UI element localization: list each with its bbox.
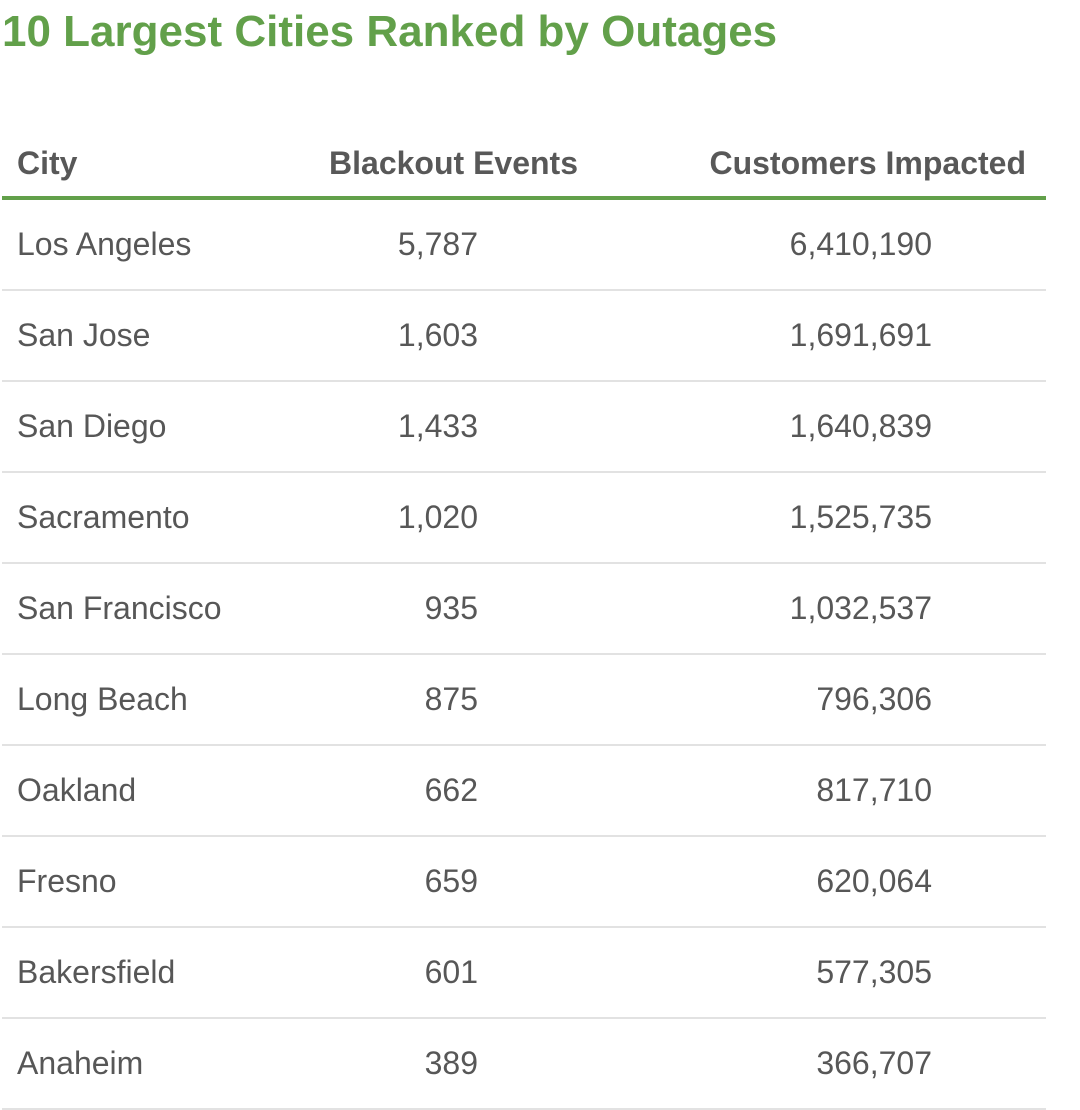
blackout-events-cell: 662 (424, 772, 478, 808)
blackout-events-cell: 1,020 (397, 499, 478, 535)
blackout-events-cell: 935 (424, 590, 478, 626)
table-row: San Jose 1,603 1,691,691 (2, 291, 1046, 382)
blackout-events-cell: 389 (424, 1045, 478, 1081)
customers-impacted-cell: 1,640,839 (789, 408, 932, 444)
blackout-events-cell: 1,433 (397, 408, 478, 444)
blackout-events-cell: 601 (424, 954, 478, 990)
table-row: San Francisco 935 1,032,537 (2, 564, 1046, 655)
city-cell: Sacramento (17, 499, 190, 535)
table-header-row: City Blackout Events Customers Impacted (2, 120, 1046, 200)
table-row: Sacramento 1,020 1,525,735 (2, 473, 1046, 564)
blackout-events-cell: 5,787 (397, 226, 478, 262)
city-cell: San Diego (17, 408, 167, 444)
table-row: Fresno 659 620,064 (2, 837, 1046, 928)
customers-impacted-cell: 577,305 (816, 954, 932, 990)
blackout-events-cell: 875 (424, 681, 478, 717)
customers-impacted-cell: 1,525,735 (789, 499, 932, 535)
city-cell: Fresno (17, 863, 117, 899)
city-cell: Anaheim (17, 1045, 144, 1081)
customers-impacted-cell: 6,410,190 (789, 226, 932, 262)
table-row: Oakland 662 817,710 (2, 746, 1046, 837)
customers-impacted-cell: 366,707 (816, 1045, 932, 1081)
customers-impacted-cell: 1,032,537 (789, 590, 932, 626)
column-header-customers-impacted: Customers Impacted (709, 145, 1026, 181)
blackout-events-cell: 1,603 (397, 317, 478, 353)
column-header-city: City (17, 145, 78, 181)
column-header-blackout-events: Blackout Events (329, 145, 578, 181)
city-cell: Bakersfield (17, 954, 176, 990)
table-row: San Diego 1,433 1,640,839 (2, 382, 1046, 473)
city-cell: San Jose (17, 317, 151, 353)
blackout-events-cell: 659 (424, 863, 478, 899)
customers-impacted-cell: 796,306 (816, 681, 932, 717)
city-cell: Los Angeles (17, 226, 192, 262)
table-row: Anaheim 389 366,707 (2, 1019, 1046, 1110)
customers-impacted-cell: 817,710 (816, 772, 932, 808)
table-row: Bakersfield 601 577,305 (2, 928, 1046, 1019)
table-row: Long Beach 875 796,306 (2, 655, 1046, 746)
customers-impacted-cell: 620,064 (816, 863, 932, 899)
customers-impacted-cell: 1,691,691 (789, 317, 932, 353)
outages-table: City Blackout Events Customers Impacted … (2, 120, 1046, 1110)
city-cell: San Francisco (17, 590, 222, 626)
city-cell: Long Beach (17, 681, 188, 717)
page-title: 10 Largest Cities Ranked by Outages (2, 7, 778, 56)
table-row: Los Angeles 5,787 6,410,190 (2, 200, 1046, 291)
city-cell: Oakland (17, 772, 137, 808)
